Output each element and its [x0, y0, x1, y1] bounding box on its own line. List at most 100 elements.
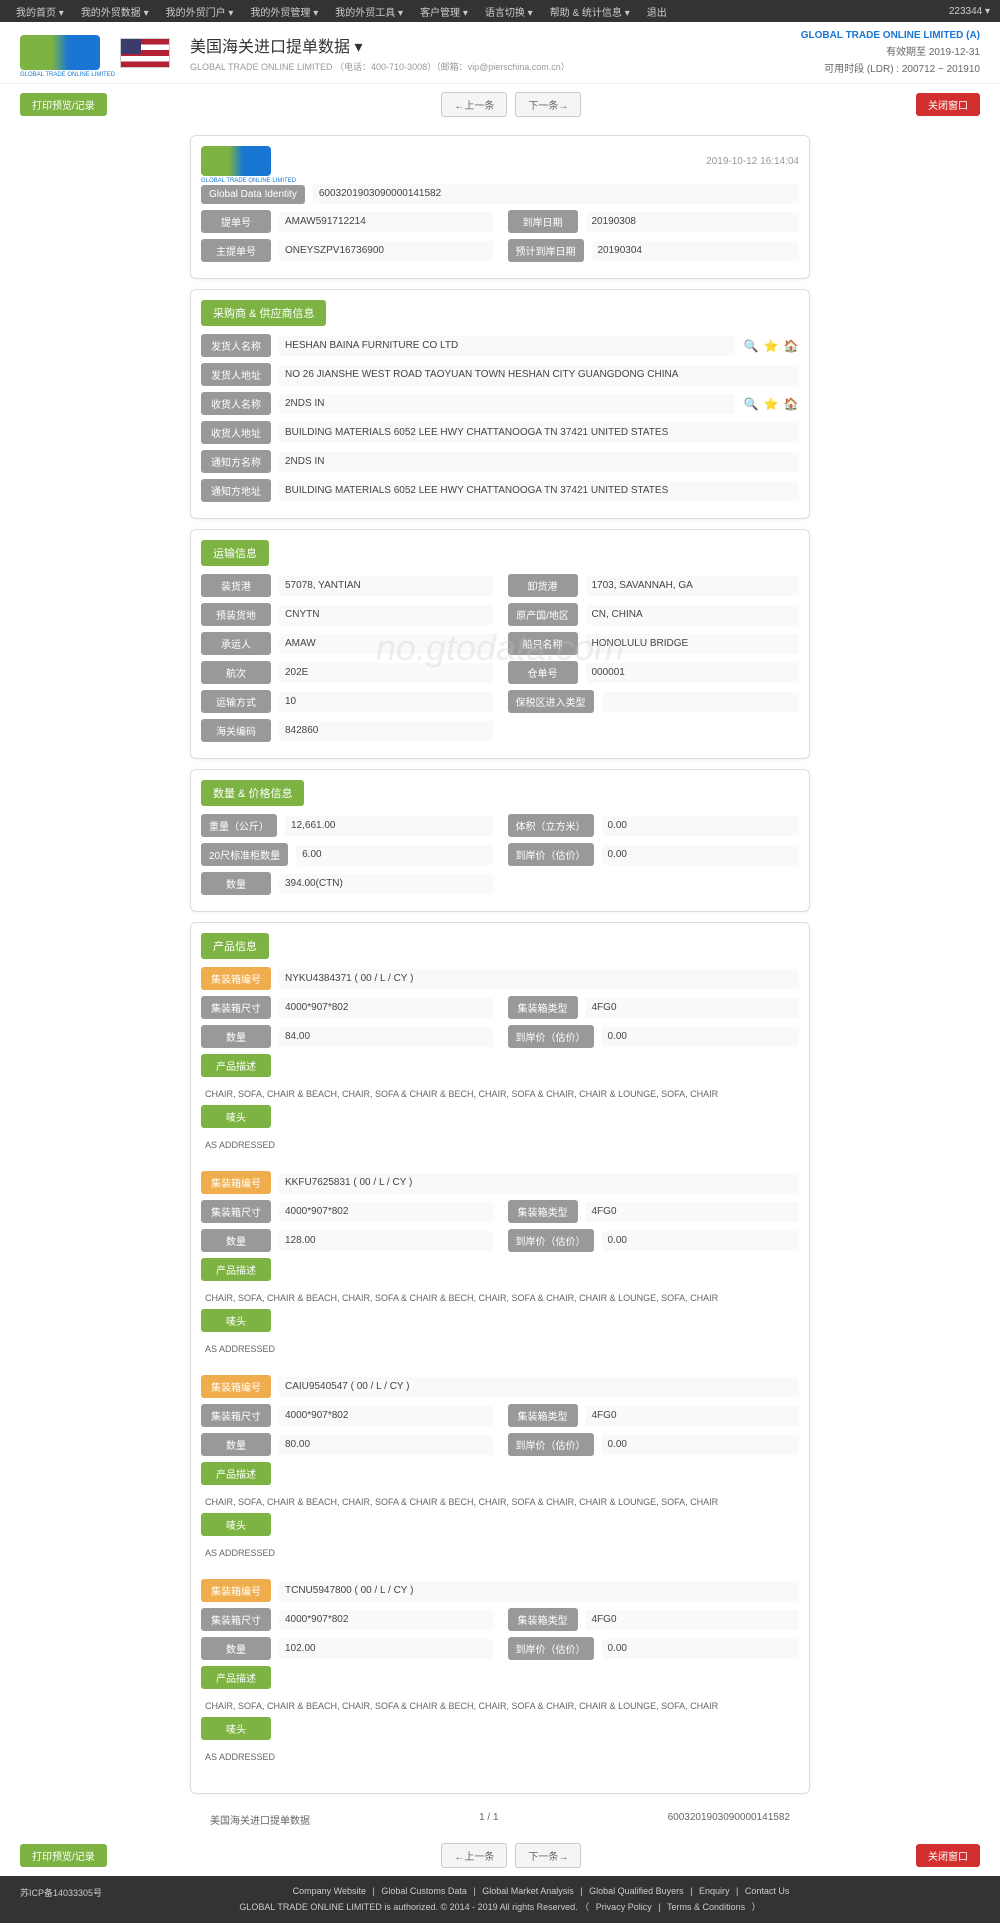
master-value: ONEYSZPV16736900: [279, 241, 493, 261]
type-label: 集装箱类型: [508, 1200, 578, 1223]
mode-label: 运输方式: [201, 690, 271, 713]
footer-id: 6003201903090000141582: [668, 1812, 790, 1827]
value-label: 到岸价（估价）: [508, 843, 594, 866]
mode-value: 10: [279, 692, 493, 712]
voyage-label: 航次: [201, 661, 271, 684]
container-label: 集装箱编号: [201, 967, 271, 990]
notify-value: 2NDS IN: [279, 452, 799, 472]
desc-value: CHAIR, SOFA, CHAIR & BEACH, CHAIR, SOFA …: [201, 1695, 799, 1717]
pqty-label: 数量: [201, 1637, 271, 1660]
transport-section-title: 运输信息: [201, 540, 269, 566]
carrier-label: 承运人: [201, 632, 271, 655]
buyer-card: 采购商 & 供应商信息 发货人名称HESHAN BAINA FURNITURE …: [190, 289, 810, 519]
search-icon[interactable]: 🔍: [743, 338, 759, 354]
footer-page: 1 / 1: [479, 1812, 498, 1827]
shipper-addr-value: NO 26 JIANSHE WEST ROAD TAOYUAN TOWN HES…: [279, 365, 799, 385]
timestamp: 2019-10-12 16:14:04: [706, 156, 799, 167]
pqty-label: 数量: [201, 1433, 271, 1456]
desc-label: 产品描述: [201, 1258, 271, 1281]
mark-label: 唛头: [201, 1105, 271, 1128]
load-port-value: 57078, YANTIAN: [279, 576, 493, 596]
desc-label: 产品描述: [201, 1666, 271, 1689]
pqty-value: 102.00: [279, 1639, 493, 1659]
copyright: GLOBAL TRADE ONLINE LIMITED is authorize…: [239, 1902, 577, 1912]
search-icon[interactable]: 🔍: [743, 396, 759, 412]
topbar-user[interactable]: 223344 ▾: [949, 6, 990, 17]
container-label: 集装箱编号: [201, 1375, 271, 1398]
topbar-menu-item[interactable]: 语言切换 ▾: [479, 4, 539, 19]
topbar-menu-item[interactable]: 我的外贸数据 ▾: [75, 4, 155, 19]
arrival-label: 到岸日期: [508, 210, 578, 233]
next-button-bottom[interactable]: 下一条→: [515, 1843, 581, 1868]
product-section-title: 产品信息: [201, 933, 269, 959]
topbar-menu-item[interactable]: 退出: [641, 4, 673, 19]
desc-label: 产品描述: [201, 1054, 271, 1077]
mark-value: AS ADDRESSED: [201, 1134, 799, 1156]
receipt-label: 预装货地: [201, 603, 271, 626]
footer-link[interactable]: Company Website: [293, 1886, 366, 1896]
footer-link[interactable]: Global Market Analysis: [482, 1886, 574, 1896]
price-value: 0.00: [602, 1027, 800, 1047]
close-button[interactable]: 关闭窗口: [916, 93, 980, 116]
product-block: 集装箱编号CAIU9540547 ( 00 / L / CY ) 集装箱尺寸40…: [201, 1375, 799, 1564]
star-icon[interactable]: ⭐: [763, 338, 779, 354]
type-value: 4FG0: [586, 1406, 800, 1426]
type-value: 4FG0: [586, 998, 800, 1018]
voyage-value: 202E: [279, 663, 493, 683]
home-icon[interactable]: 🏠: [783, 338, 799, 354]
close-button-bottom[interactable]: 关闭窗口: [916, 1844, 980, 1867]
desc-value: CHAIR, SOFA, CHAIR & BEACH, CHAIR, SOFA …: [201, 1287, 799, 1309]
flag-icon[interactable]: [120, 38, 170, 68]
icp: 苏ICP备14033305号: [20, 1886, 102, 1899]
gdi-label: Global Data Identity: [201, 185, 305, 204]
teu-label: 20尺标准柜数量: [201, 843, 288, 866]
shipper-addr-label: 发货人地址: [201, 363, 271, 386]
type-value: 4FG0: [586, 1202, 800, 1222]
topbar-menu-item[interactable]: 客户管理 ▾: [414, 4, 474, 19]
container-label: 集装箱编号: [201, 1579, 271, 1602]
logo: GLOBAL TRADE ONLINE LIMITED: [20, 35, 100, 70]
home-icon[interactable]: 🏠: [783, 396, 799, 412]
consignee-addr-value: BUILDING MATERIALS 6052 LEE HWY CHATTANO…: [279, 423, 799, 443]
star-icon[interactable]: ⭐: [763, 396, 779, 412]
topbar-menu-item[interactable]: 我的外贸门户 ▾: [160, 4, 240, 19]
footer-link[interactable]: Global Customs Data: [381, 1886, 467, 1896]
consignee-addr-label: 收货人地址: [201, 421, 271, 444]
unload-port-value: 1703, SAVANNAH, GA: [586, 576, 800, 596]
topbar-menu-item[interactable]: 我的首页 ▾: [10, 4, 70, 19]
footer-bar: 美国海关进口提单数据 1 / 1 6003201903090000141582: [190, 1804, 810, 1835]
pqty-value: 84.00: [279, 1027, 493, 1047]
est-label: 预计到岸日期: [508, 239, 584, 262]
page-title[interactable]: 美国海关进口提单数据 ▾: [190, 33, 801, 57]
shipper-value: HESHAN BAINA FURNITURE CO LTD: [279, 336, 735, 356]
desc-label: 产品描述: [201, 1462, 271, 1485]
header: GLOBAL TRADE ONLINE LIMITED 美国海关进口提单数据 ▾…: [0, 22, 1000, 84]
next-button[interactable]: 下一条→: [515, 92, 581, 117]
footer-link[interactable]: Enquiry: [699, 1886, 730, 1896]
price-value: 0.00: [602, 1639, 800, 1659]
type-label: 集装箱类型: [508, 1608, 578, 1631]
terms-link[interactable]: Terms & Conditions: [667, 1902, 745, 1912]
privacy-link[interactable]: Privacy Policy: [596, 1902, 652, 1912]
footer-link[interactable]: Contact Us: [745, 1886, 790, 1896]
topbar-menu-item[interactable]: 我的外贸管理 ▾: [244, 4, 324, 19]
topbar-menu-item[interactable]: 我的外贸工具 ▾: [329, 4, 409, 19]
topbar-menu-item[interactable]: 帮助 & 统计信息 ▾: [544, 4, 636, 19]
footer-links: Company Website | Global Customs Data | …: [20, 1886, 980, 1896]
prev-button[interactable]: ←上一条: [441, 92, 507, 117]
print-button-bottom[interactable]: 打印预览/记录: [20, 1844, 107, 1867]
count-value: 394.00(CTN): [279, 874, 493, 894]
transport-card: 运输信息 装货港57078, YANTIAN 预装货地CNYTN 承运人AMAW…: [190, 529, 810, 759]
pqty-value: 80.00: [279, 1435, 493, 1455]
print-button[interactable]: 打印预览/记录: [20, 93, 107, 116]
pqty-label: 数量: [201, 1229, 271, 1252]
load-port-label: 装货港: [201, 574, 271, 597]
prev-button-bottom[interactable]: ←上一条: [441, 1843, 507, 1868]
container-value: KKFU7625831 ( 00 / L / CY ): [279, 1173, 799, 1193]
footer-link[interactable]: Global Qualified Buyers: [589, 1886, 684, 1896]
container-value: TCNU5947800 ( 00 / L / CY ): [279, 1581, 799, 1601]
est-value: 20190304: [592, 241, 800, 261]
size-label: 集装箱尺寸: [201, 1404, 271, 1427]
mark-label: 唛头: [201, 1717, 271, 1740]
desc-value: CHAIR, SOFA, CHAIR & BEACH, CHAIR, SOFA …: [201, 1083, 799, 1105]
